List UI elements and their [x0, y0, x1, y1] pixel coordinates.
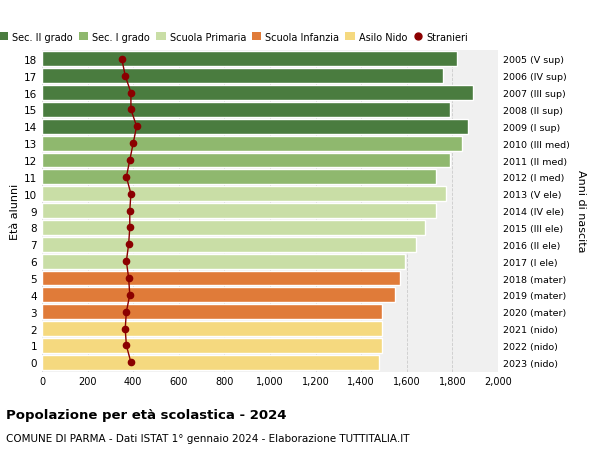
Bar — [42, 120, 469, 134]
Bar — [42, 355, 379, 370]
Bar — [42, 52, 457, 67]
Bar — [42, 254, 404, 269]
Bar — [42, 237, 416, 252]
Bar — [42, 103, 450, 118]
Bar — [42, 86, 473, 101]
Bar — [42, 271, 400, 286]
Bar — [42, 187, 446, 202]
Y-axis label: Anni di nascita: Anni di nascita — [577, 170, 586, 252]
Bar — [42, 153, 450, 168]
Y-axis label: Età alunni: Età alunni — [10, 183, 20, 239]
Text: COMUNE DI PARMA - Dati ISTAT 1° gennaio 2024 - Elaborazione TUTTITALIA.IT: COMUNE DI PARMA - Dati ISTAT 1° gennaio … — [6, 433, 409, 442]
Legend: Sec. II grado, Sec. I grado, Scuola Primaria, Scuola Infanzia, Asilo Nido, Stran: Sec. II grado, Sec. I grado, Scuola Prim… — [0, 33, 469, 42]
Bar — [42, 305, 382, 319]
Bar — [42, 136, 461, 151]
Bar — [42, 321, 382, 336]
Bar — [42, 69, 443, 84]
Text: Popolazione per età scolastica - 2024: Popolazione per età scolastica - 2024 — [6, 408, 287, 421]
Bar — [42, 221, 425, 235]
Bar — [42, 338, 382, 353]
Bar — [42, 170, 436, 185]
Bar — [42, 204, 436, 218]
Bar — [42, 288, 395, 302]
